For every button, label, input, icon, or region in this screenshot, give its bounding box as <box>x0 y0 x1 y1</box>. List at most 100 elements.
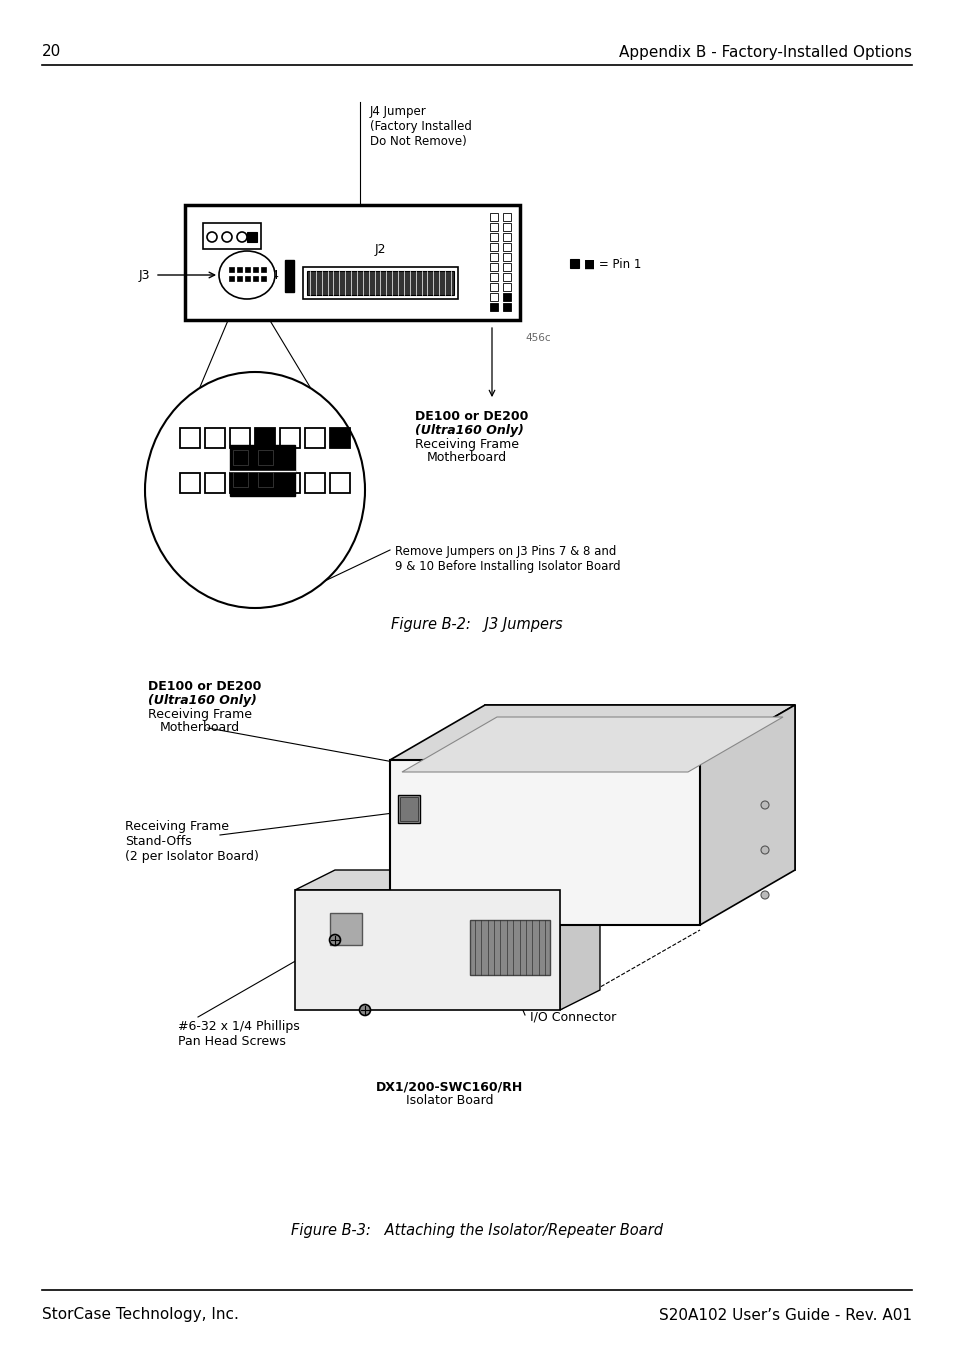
Bar <box>247 231 256 242</box>
Bar <box>490 283 497 292</box>
Text: J2: J2 <box>375 244 386 256</box>
Polygon shape <box>390 760 700 925</box>
Circle shape <box>359 1005 370 1016</box>
Bar <box>230 474 250 493</box>
Bar <box>502 283 511 292</box>
Bar <box>261 267 266 272</box>
Text: I/O Connector: I/O Connector <box>530 1010 616 1023</box>
Text: 456c: 456c <box>524 333 550 344</box>
Bar <box>502 244 511 251</box>
Bar <box>330 474 350 493</box>
Text: 0452b: 0452b <box>757 865 789 875</box>
Bar <box>285 260 294 292</box>
Polygon shape <box>484 705 794 871</box>
Text: J4 Jumper
(Factory Installed
Do Not Remove): J4 Jumper (Factory Installed Do Not Remo… <box>370 105 472 148</box>
Bar <box>502 253 511 261</box>
Bar <box>305 428 325 448</box>
Text: DE100 or DE200: DE100 or DE200 <box>148 680 261 693</box>
Text: Motherboard: Motherboard <box>160 721 240 734</box>
Bar <box>229 277 233 281</box>
Bar <box>233 472 248 487</box>
Bar <box>245 277 250 281</box>
Text: (Ultra160 Only): (Ultra160 Only) <box>148 694 256 706</box>
Text: StorCase Technology, Inc.: StorCase Technology, Inc. <box>42 1307 238 1322</box>
Bar <box>254 428 274 448</box>
Bar <box>305 474 325 493</box>
Bar <box>245 267 250 272</box>
Circle shape <box>760 891 768 899</box>
Bar <box>236 277 242 281</box>
Text: (Ultra160 Only): (Ultra160 Only) <box>415 424 523 437</box>
Bar <box>490 293 497 301</box>
Bar <box>280 428 299 448</box>
Bar <box>399 797 417 821</box>
Bar <box>569 259 578 268</box>
Text: DE100 or DE200: DE100 or DE200 <box>415 409 528 423</box>
Polygon shape <box>559 871 599 1010</box>
Text: S20A102 User’s Guide - Rev. A01: S20A102 User’s Guide - Rev. A01 <box>659 1307 911 1322</box>
Polygon shape <box>700 705 794 925</box>
Bar <box>502 233 511 241</box>
Bar <box>470 920 550 975</box>
Text: Remove Jumpers on J3 Pins 7 & 8 and
9 & 10 Before Installing Isolator Board: Remove Jumpers on J3 Pins 7 & 8 and 9 & … <box>395 545 620 574</box>
Text: Figure B-2:   J3 Jumpers: Figure B-2: J3 Jumpers <box>391 617 562 632</box>
Ellipse shape <box>219 251 274 298</box>
Bar <box>233 450 248 465</box>
Circle shape <box>329 935 340 946</box>
Text: Figure B-3:   Attaching the Isolator/Repeater Board: Figure B-3: Attaching the Isolator/Repea… <box>291 1223 662 1238</box>
Bar <box>502 223 511 231</box>
Bar <box>254 474 274 493</box>
Bar <box>330 428 350 448</box>
Polygon shape <box>294 871 599 890</box>
Bar <box>180 474 200 493</box>
Polygon shape <box>390 705 794 760</box>
Bar <box>253 267 257 272</box>
Text: DX1/200-SWC160/RH: DX1/200-SWC160/RH <box>376 1080 523 1092</box>
Bar <box>490 214 497 220</box>
Text: 20: 20 <box>42 45 61 59</box>
Text: Receiving Frame: Receiving Frame <box>415 438 518 450</box>
Bar <box>490 253 497 261</box>
Ellipse shape <box>145 372 365 608</box>
Bar <box>490 223 497 231</box>
Text: Motherboard: Motherboard <box>427 450 507 464</box>
Text: Receiving Frame: Receiving Frame <box>148 708 252 721</box>
Text: Receiving Frame
Stand-Offs
(2 per Isolator Board): Receiving Frame Stand-Offs (2 per Isolat… <box>125 820 258 862</box>
Polygon shape <box>401 717 782 772</box>
Bar <box>303 267 457 298</box>
Bar <box>205 428 225 448</box>
Bar <box>261 277 266 281</box>
Circle shape <box>236 231 247 242</box>
Bar <box>502 263 511 271</box>
Bar <box>490 263 497 271</box>
Text: J3: J3 <box>138 268 150 282</box>
Bar <box>230 428 250 448</box>
Bar <box>253 277 257 281</box>
Bar <box>307 271 454 294</box>
Bar <box>490 272 497 281</box>
Text: Isolator Board: Isolator Board <box>406 1094 494 1108</box>
Bar <box>502 272 511 281</box>
Bar <box>280 474 299 493</box>
Circle shape <box>207 231 216 242</box>
Bar <box>502 214 511 220</box>
Bar <box>490 303 497 311</box>
Bar <box>230 445 294 496</box>
Text: J4: J4 <box>269 270 280 282</box>
Circle shape <box>760 801 768 809</box>
Bar <box>203 223 261 249</box>
Bar <box>257 472 273 487</box>
Bar <box>502 303 511 311</box>
Bar <box>502 293 511 301</box>
Bar <box>236 267 242 272</box>
Bar <box>330 913 361 945</box>
Bar <box>180 428 200 448</box>
Text: ■ = Pin 1: ■ = Pin 1 <box>583 257 640 271</box>
Text: #6-32 x 1/4 Phillips
Pan Head Screws: #6-32 x 1/4 Phillips Pan Head Screws <box>178 1020 299 1049</box>
Circle shape <box>760 846 768 854</box>
Bar <box>490 233 497 241</box>
Polygon shape <box>294 890 559 1010</box>
Bar <box>185 205 519 320</box>
Bar <box>490 244 497 251</box>
Bar <box>205 474 225 493</box>
